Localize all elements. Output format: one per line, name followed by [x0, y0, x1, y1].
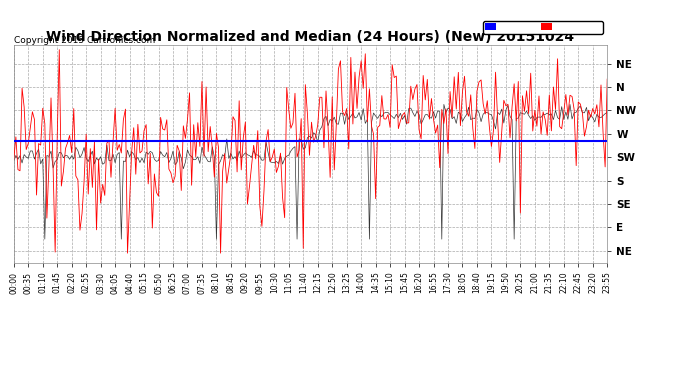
Title: Wind Direction Normalized and Median (24 Hours) (New) 20151024: Wind Direction Normalized and Median (24…: [46, 30, 575, 44]
Text: Copyright 2015 Cartronics.com: Copyright 2015 Cartronics.com: [14, 36, 155, 45]
Legend: Average, Direction: Average, Direction: [484, 21, 602, 34]
